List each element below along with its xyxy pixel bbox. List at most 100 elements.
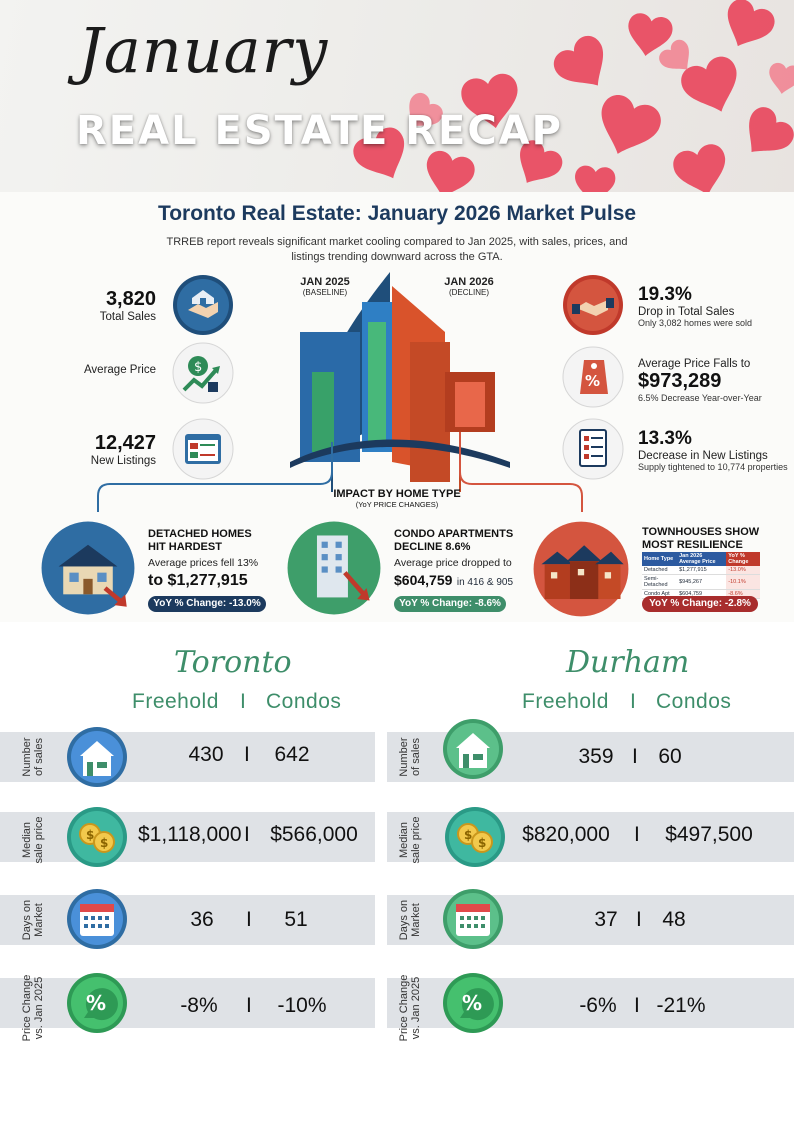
durham-sales-separator: I — [632, 745, 638, 768]
impact-note: (YoY PRICE CHANGES) — [355, 500, 439, 509]
price-growth-icon: $ — [172, 342, 234, 404]
row-label-line: Median — [21, 821, 33, 859]
detached-home-icon — [40, 520, 136, 616]
home-type-table: Home Type Jan 2026 Average Price YoY % C… — [642, 552, 760, 599]
stat-sales-drop: 19.3% Drop in Total Sales Only 3,082 hom… — [638, 284, 788, 328]
header-banner: January REAL ESTATE RECAP — [0, 0, 794, 192]
townhouse-icon — [532, 520, 630, 618]
town-title-line-2: MOST RESILIENCE — [642, 539, 743, 551]
price-fall-note: 6.5% Decrease Year-over-Year — [638, 393, 762, 403]
mini-cell: -10.1% — [726, 574, 760, 590]
condo-title-line-1: CONDO APARTMENTS — [394, 528, 514, 540]
toronto-change-row — [0, 978, 375, 1028]
svg-text:%: % — [462, 991, 482, 1015]
row-label-line: Market — [410, 903, 422, 937]
durham-price-condo: $497,500 — [665, 823, 753, 846]
price-tag-icon: % — [562, 346, 624, 408]
stat-total-sales: 3,820 Total Sales — [60, 288, 156, 323]
condo-price-note: in 416 & 905 — [456, 577, 514, 588]
decline-year: JAN 2026 — [444, 276, 494, 288]
toronto-sales-freehold: 430 — [188, 743, 224, 766]
toronto-dom-separator: I — [246, 908, 252, 931]
row-label-line: Number — [21, 737, 33, 777]
calendar-icon — [442, 888, 504, 950]
toronto-freehold-header: Freehold — [132, 690, 219, 713]
durham-change-condo: -21% — [656, 994, 706, 1017]
listings-decrease-label: Decrease in New Listings — [638, 450, 768, 462]
house-icon — [66, 726, 128, 788]
durham-dom-separator: I — [636, 908, 642, 931]
stat-price-fall: Average Price Falls to $973,289 6.5% Dec… — [638, 358, 788, 403]
durham-col-separator: I — [630, 690, 637, 713]
toronto-change-label: Price Change vs. Jan 2025 — [21, 973, 45, 1043]
mini-cell: Detached — [642, 566, 678, 575]
condo-price: $604,759 — [394, 572, 453, 588]
durham-change-separator: I — [634, 994, 640, 1017]
buildings-illustration — [290, 272, 510, 492]
toronto-col-separator: I — [240, 690, 247, 713]
detached-text: Average prices fell 13% — [148, 557, 259, 569]
toronto-condo-header: Condos — [266, 690, 342, 713]
impact-title: IMPACT BY HOME TYPE — [333, 488, 461, 500]
durham-price-label: Median sale price — [398, 805, 422, 875]
detached-yoy-pill: YoY % Change: -13.0% — [148, 596, 266, 612]
mini-header-type: Home Type — [642, 552, 678, 566]
coins-icon: $ $ — [444, 806, 506, 868]
handshake-down-icon — [562, 274, 624, 336]
connector-lines — [97, 432, 583, 512]
calendar-icon — [66, 888, 128, 950]
condo-yoy-pill: YoY % Change: -8.6% — [394, 596, 506, 612]
row-label-line: Days on — [398, 899, 410, 941]
hearts-decoration — [348, 0, 794, 192]
sales-drop-note: Only 3,082 homes were sold — [638, 318, 753, 328]
listings-decrease-value: 13.3% — [638, 428, 692, 449]
toronto-sales-separator: I — [244, 743, 250, 766]
durham-sales-label: Number of sales — [398, 722, 422, 792]
detached-title: DETACHED HOMES HIT HARDEST — [148, 528, 288, 554]
durham-change-label: Price Change vs. Jan 2025 — [398, 973, 422, 1043]
svg-text:%: % — [585, 372, 600, 390]
durham-freehold-header: Freehold — [522, 690, 609, 713]
table-row: Semi-Detached $945,267 -10.1% — [642, 574, 760, 590]
svg-text:$: $ — [86, 828, 94, 842]
decline-note: (DECLINE) — [448, 288, 489, 297]
toronto-dom-condo: 51 — [284, 908, 308, 931]
svg-text:$: $ — [100, 836, 108, 850]
baseline-label: JAN 2025 (BASELINE) — [282, 276, 368, 297]
detached-title-line-1: DETACHED HOMES — [148, 528, 252, 540]
svg-text:$: $ — [194, 360, 202, 375]
decline-label: JAN 2026 (DECLINE) — [426, 276, 512, 297]
new-listings-label: New Listings — [90, 455, 156, 467]
listings-icon — [172, 418, 234, 480]
durham-sales-freehold: 359 — [578, 745, 614, 768]
percent-icon: % — [66, 972, 128, 1034]
durham-sales-condo: 60 — [658, 745, 682, 768]
total-sales-label: Total Sales — [99, 311, 156, 323]
condo-tower-icon — [286, 520, 382, 616]
condo-price-line: $604,759 in 416 & 905 — [394, 572, 513, 590]
infographic-description: TRREB report reveals significant market … — [166, 236, 628, 263]
total-sales-value: 3,820 — [105, 288, 156, 310]
infographic-title: Toronto Real Estate: January 2026 Market… — [157, 202, 637, 225]
row-label-line: Price Change — [398, 974, 410, 1042]
house-icon — [442, 718, 504, 780]
sales-drop-label: Drop in Total Sales — [638, 306, 735, 318]
row-label-line: of sales — [410, 738, 422, 776]
table-row: Detached $1,277,915 -13.0% — [642, 566, 760, 575]
durham-change-freehold: -6% — [579, 994, 617, 1017]
row-label-line: Days on — [21, 899, 33, 941]
handshake-icon — [172, 274, 234, 336]
sales-drop-value: 19.3% — [638, 284, 692, 305]
toronto-price-label: Median sale price — [21, 805, 45, 875]
checklist-icon — [562, 418, 624, 480]
toronto-price-condo: $566,000 — [270, 823, 358, 846]
mini-header-price: Jan 2026 Average Price — [677, 552, 727, 566]
durham-price-separator: I — [634, 823, 640, 846]
row-label-line: vs. Jan 2025 — [33, 976, 45, 1040]
row-label-line: Median — [398, 821, 410, 859]
toronto-price-row — [0, 812, 375, 862]
mini-cell: Semi-Detached — [642, 574, 678, 590]
durham-dom-condo: 48 — [662, 908, 686, 931]
svg-text:%: % — [86, 991, 106, 1015]
durham-dom-label: Days on Market — [398, 885, 422, 955]
